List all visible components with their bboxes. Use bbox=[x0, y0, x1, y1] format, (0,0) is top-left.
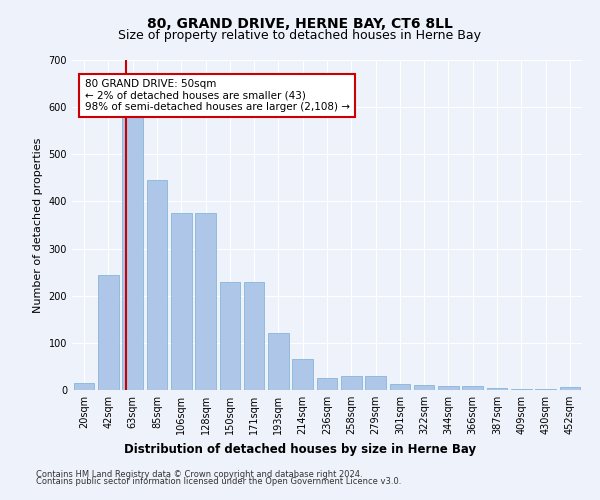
Bar bbox=[122, 114, 143, 390]
Bar bbox=[511, 388, 532, 390]
Bar bbox=[414, 386, 434, 390]
Bar bbox=[268, 334, 289, 390]
Text: Contains HM Land Registry data © Crown copyright and database right 2024.: Contains HM Land Registry data © Crown c… bbox=[36, 470, 362, 479]
Y-axis label: Number of detached properties: Number of detached properties bbox=[33, 138, 43, 312]
Bar bbox=[292, 360, 313, 390]
Bar bbox=[317, 378, 337, 390]
Text: 80, GRAND DRIVE, HERNE BAY, CT6 8LL: 80, GRAND DRIVE, HERNE BAY, CT6 8LL bbox=[147, 18, 453, 32]
Bar bbox=[487, 388, 508, 390]
Text: Contains public sector information licensed under the Open Government Licence v3: Contains public sector information licen… bbox=[36, 478, 401, 486]
Bar bbox=[341, 376, 362, 390]
Bar bbox=[463, 386, 483, 390]
Bar bbox=[146, 180, 167, 390]
Bar bbox=[195, 213, 216, 390]
Text: 80 GRAND DRIVE: 50sqm
← 2% of detached houses are smaller (43)
98% of semi-detac: 80 GRAND DRIVE: 50sqm ← 2% of detached h… bbox=[85, 79, 350, 112]
Text: Distribution of detached houses by size in Herne Bay: Distribution of detached houses by size … bbox=[124, 442, 476, 456]
Bar bbox=[389, 384, 410, 390]
Bar bbox=[98, 274, 119, 390]
Bar bbox=[171, 213, 191, 390]
Bar bbox=[365, 376, 386, 390]
Bar bbox=[74, 383, 94, 390]
Bar bbox=[220, 282, 240, 390]
Bar bbox=[535, 388, 556, 390]
Text: Size of property relative to detached houses in Herne Bay: Size of property relative to detached ho… bbox=[119, 29, 482, 42]
Bar bbox=[438, 386, 459, 390]
Bar bbox=[560, 386, 580, 390]
Bar bbox=[244, 282, 265, 390]
